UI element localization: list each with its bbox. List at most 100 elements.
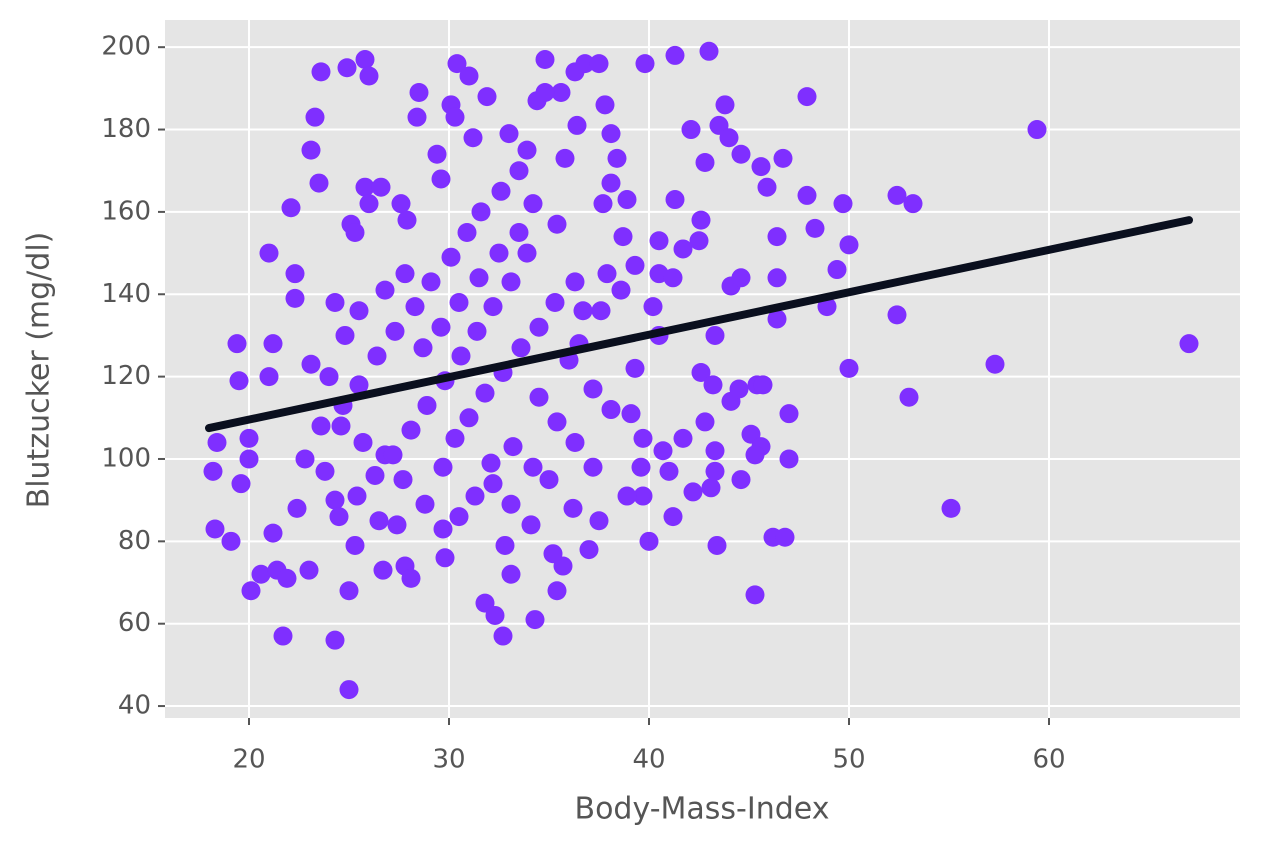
- point: [589, 511, 609, 531]
- point: [203, 461, 223, 481]
- point: [315, 461, 335, 481]
- point: [551, 82, 571, 102]
- point: [839, 358, 859, 378]
- point: [631, 457, 651, 477]
- point: [395, 264, 415, 284]
- point: [263, 334, 283, 354]
- point: [405, 297, 425, 317]
- x-tick-label: 40: [632, 745, 665, 775]
- point: [535, 82, 555, 102]
- point: [573, 301, 593, 321]
- point: [345, 535, 365, 555]
- point: [227, 334, 247, 354]
- point: [349, 301, 369, 321]
- point: [393, 470, 413, 490]
- point: [775, 527, 795, 547]
- point: [383, 445, 403, 465]
- point: [459, 408, 479, 428]
- y-tick-label: 160: [101, 196, 151, 226]
- point: [595, 95, 615, 115]
- point: [601, 124, 621, 144]
- point: [391, 194, 411, 214]
- y-tick-label: 120: [101, 361, 151, 391]
- point: [339, 680, 359, 700]
- point: [433, 519, 453, 539]
- x-tick-label: 20: [232, 745, 265, 775]
- point: [767, 268, 787, 288]
- point: [365, 465, 385, 485]
- point: [239, 449, 259, 469]
- point: [529, 387, 549, 407]
- point: [445, 107, 465, 127]
- point: [467, 321, 487, 341]
- point: [591, 301, 611, 321]
- point: [779, 404, 799, 424]
- point: [299, 560, 319, 580]
- point: [375, 280, 395, 300]
- point: [673, 239, 693, 259]
- point: [413, 338, 433, 358]
- point: [301, 354, 321, 374]
- fit-line: [205, 216, 1193, 433]
- point: [501, 272, 521, 292]
- point: [833, 194, 853, 214]
- point: [691, 363, 711, 383]
- point: [745, 585, 765, 605]
- point: [325, 630, 345, 650]
- point: [311, 62, 331, 82]
- point: [663, 268, 683, 288]
- point: [731, 144, 751, 164]
- point: [435, 548, 455, 568]
- point: [699, 41, 719, 61]
- point: [839, 235, 859, 255]
- point: [401, 420, 421, 440]
- point: [287, 498, 307, 518]
- point: [597, 264, 617, 284]
- point: [545, 292, 565, 312]
- point: [767, 227, 787, 247]
- point: [509, 161, 529, 181]
- point: [465, 486, 485, 506]
- point: [613, 227, 633, 247]
- point: [757, 177, 777, 197]
- y-tick-label: 40: [118, 691, 151, 721]
- point: [355, 177, 375, 197]
- point: [447, 54, 467, 74]
- point: [459, 66, 479, 86]
- point: [369, 511, 389, 531]
- point: [683, 482, 703, 502]
- point: [633, 428, 653, 448]
- point: [567, 115, 587, 135]
- point: [285, 288, 305, 308]
- point: [493, 626, 513, 646]
- point: [387, 515, 407, 535]
- point: [731, 268, 751, 288]
- point: [359, 66, 379, 86]
- point: [305, 107, 325, 127]
- point: [579, 540, 599, 560]
- point: [277, 568, 297, 588]
- point: [337, 58, 357, 78]
- point: [899, 387, 919, 407]
- point: [491, 181, 511, 201]
- point: [281, 198, 301, 218]
- point: [521, 515, 541, 535]
- point: [495, 535, 515, 555]
- point: [525, 610, 545, 630]
- point: [703, 375, 723, 395]
- point: [547, 214, 567, 234]
- point: [659, 461, 679, 481]
- point: [565, 272, 585, 292]
- point: [295, 449, 315, 469]
- point: [633, 486, 653, 506]
- point: [535, 50, 555, 70]
- point: [221, 531, 241, 551]
- point: [797, 185, 817, 205]
- point: [563, 498, 583, 518]
- point: [489, 243, 509, 263]
- point: [345, 222, 365, 242]
- point: [501, 564, 521, 584]
- point: [543, 544, 563, 564]
- point: [565, 433, 585, 453]
